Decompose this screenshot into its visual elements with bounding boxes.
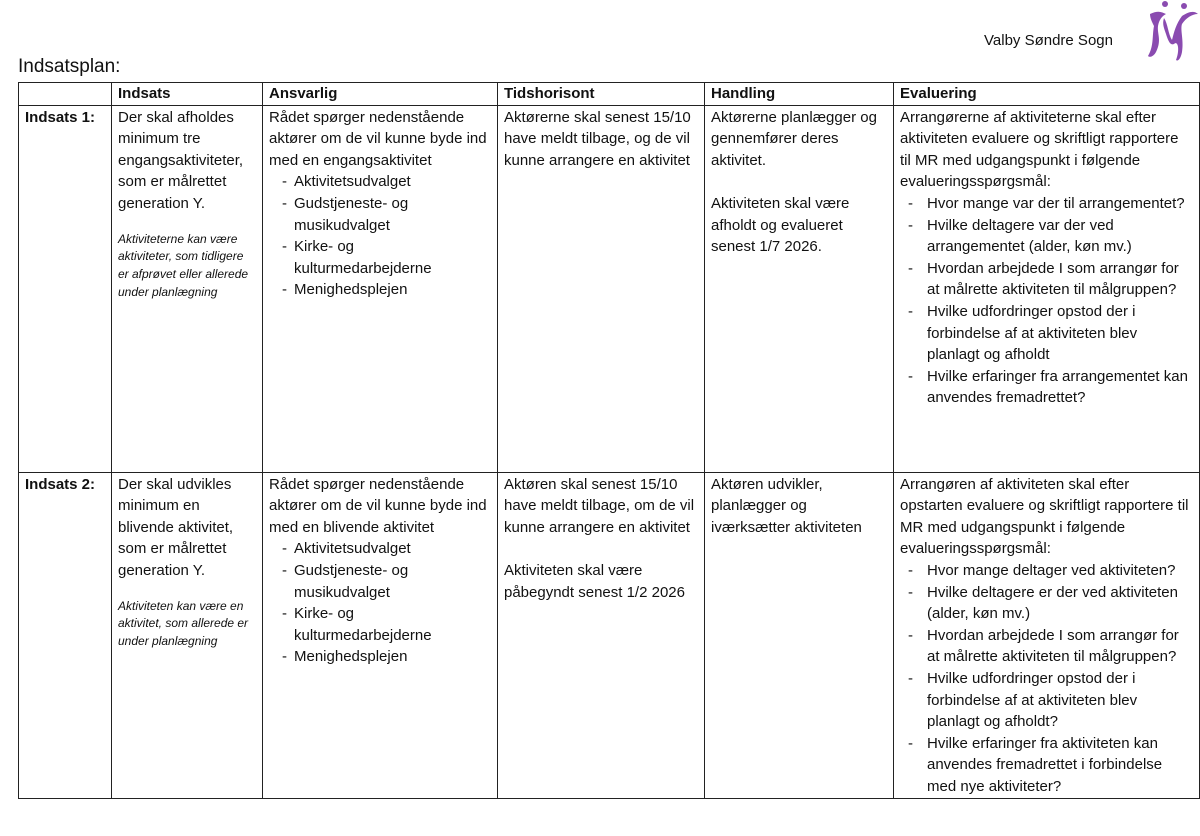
list-item: Hvor mange deltager ved aktiviteten? — [900, 560, 1193, 582]
table-row: Indsats 2: Der skal udvikles minimum en … — [18, 471, 1200, 799]
handling-text: Aktiviteten skal være afholdt og evaluer… — [711, 194, 850, 256]
header-ansvarlig: Ansvarlig — [262, 82, 498, 106]
table-header-row: Indsats Ansvarlig Tidshorisont Handling … — [18, 82, 1200, 106]
tidshorisont-cell: Aktørerne skal senest 15/10 have meldt t… — [497, 104, 705, 473]
parish-logo — [1148, 1, 1198, 61]
handling-cell: Aktøren udvikler, planlægger og iværksæt… — [704, 471, 894, 799]
indsats-note: Aktiviteten kan være en aktivitet, som a… — [118, 598, 249, 648]
indsats-cell: Der skal udvikles minimum en blivende ak… — [111, 471, 263, 799]
list-item: Hvilke deltagere er der ved aktiviteten … — [900, 582, 1193, 625]
indsats-cell: Der skal afholdes minimum tre engangsakt… — [111, 104, 263, 473]
list-item: Kirke- og kulturmedarbejderne — [269, 603, 491, 646]
header-cell-empty — [18, 82, 112, 106]
row-label: Indsats 2: — [18, 471, 112, 799]
row-label: Indsats 1: — [18, 104, 112, 473]
list-item: Gudstjeneste- og musikudvalget — [269, 193, 491, 236]
list-item: Aktivitetsudvalget — [269, 171, 491, 193]
evaluering-cell: Arrangørerne af aktiviteterne skal efter… — [893, 104, 1200, 473]
list-item: Gudstjeneste- og musikudvalget — [269, 560, 491, 603]
evaluering-intro: Arrangøren af aktiviteten skal efter ops… — [900, 475, 1189, 558]
list-item: Menighedsplejen — [269, 646, 491, 668]
list-item: Hvor mange var der til arrangementet? — [900, 193, 1193, 215]
indsats-text: Der skal afholdes minimum tre engangsakt… — [118, 108, 244, 212]
list-item: Menighedsplejen — [269, 279, 491, 301]
header-tidshorisont: Tidshorisont — [497, 82, 705, 106]
tidshorisont-cell: Aktøren skal senest 15/10 have meldt til… — [497, 471, 705, 799]
ansvarlig-intro: Rådet spørger nedenstående aktører om de… — [269, 108, 487, 169]
list-item: Hvilke erfaringer fra aktiviteten kan an… — [900, 733, 1193, 798]
indsats-text: Der skal udvikles minimum en blivende ak… — [118, 475, 234, 579]
list-item: Hvordan arbejdede I som arrangør for at … — [900, 625, 1193, 668]
list-item: Hvordan arbejdede I som arrangør for at … — [900, 258, 1193, 301]
handling-cell: Aktørerne planlægger og gennemfører dere… — [704, 104, 894, 473]
list-item: Hvilke deltagere var der ved arrangement… — [900, 215, 1193, 258]
tidshorisont-text: Aktørerne skal senest 15/10 have meldt t… — [504, 108, 691, 169]
header-handling: Handling — [704, 82, 894, 106]
list-item: Aktivitetsudvalget — [269, 538, 491, 560]
tidshorisont-text: Aktøren skal senest 15/10 have meldt til… — [504, 475, 695, 536]
ansvarlig-cell: Rådet spørger nedenstående aktører om de… — [262, 104, 498, 473]
organization-name: Valby Søndre Sogn — [984, 32, 1113, 49]
handling-text: Aktøren udvikler, planlægger og iværksæt… — [711, 475, 862, 536]
table-row: Indsats 1: Der skal afholdes minimum tre… — [18, 104, 1200, 473]
header-evaluering: Evaluering — [893, 82, 1200, 106]
action-plan-table: Indsats Ansvarlig Tidshorisont Handling … — [18, 82, 1200, 799]
ansvarlig-cell: Rådet spørger nedenstående aktører om de… — [262, 471, 498, 799]
handling-text: Aktørerne planlægger og gennemfører dere… — [711, 108, 877, 169]
header-indsats: Indsats — [111, 82, 263, 106]
list-item: Hvilke erfaringer fra arrangementet kan … — [900, 366, 1193, 409]
indsats-note: Aktiviteterne kan være aktiviteter, som … — [118, 231, 249, 299]
evaluering-cell: Arrangøren af aktiviteten skal efter ops… — [893, 471, 1200, 799]
page-title: Indsatsplan: — [18, 56, 121, 77]
ansvarlig-intro: Rådet spørger nedenstående aktører om de… — [269, 475, 487, 536]
list-item: Hvilke udfordringer opstod der i forbind… — [900, 668, 1193, 733]
list-item: Hvilke udfordringer opstod der i forbind… — [900, 301, 1193, 366]
tidshorisont-text: Aktiviteten skal være påbegyndt senest 1… — [504, 561, 685, 601]
list-item: Kirke- og kulturmedarbejderne — [269, 236, 491, 279]
evaluering-intro: Arrangørerne af aktiviteterne skal efter… — [900, 108, 1179, 191]
